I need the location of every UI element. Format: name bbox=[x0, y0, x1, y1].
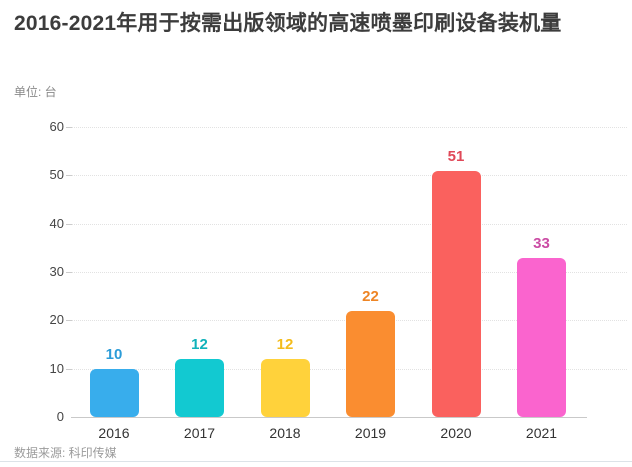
y-tick-10 bbox=[66, 368, 72, 370]
value-label-2016: 10 bbox=[105, 345, 123, 363]
x-axis-label-2017: 2017 bbox=[183, 425, 216, 441]
y-tick-60 bbox=[66, 127, 72, 128]
bar-2019 bbox=[346, 310, 395, 417]
bar-2016 bbox=[89, 368, 139, 417]
gridline-60 bbox=[71, 127, 627, 128]
value-label-2018: 12 bbox=[276, 336, 294, 353]
y-axis-label-0: 0 bbox=[56, 409, 64, 424]
x-axis-label-2021: 2021 bbox=[525, 425, 558, 441]
y-tick-30 bbox=[66, 272, 72, 273]
y-tick-40 bbox=[66, 223, 72, 225]
x-axis-label-2020: 2020 bbox=[440, 425, 472, 441]
value-label-2017: 12 bbox=[191, 336, 208, 353]
y-axis-label-20: 20 bbox=[49, 312, 64, 328]
gridline-30 bbox=[71, 272, 627, 273]
gridline-40 bbox=[71, 223, 627, 225]
y-tick-50 bbox=[66, 175, 72, 177]
y-axis-label-50: 50 bbox=[49, 167, 64, 183]
y-axis-label-10: 10 bbox=[49, 360, 64, 376]
bottom-divider bbox=[0, 461, 632, 462]
value-label-2019: 22 bbox=[362, 287, 379, 305]
value-label-2021: 33 bbox=[533, 234, 550, 252]
chart-title: 2016-2021年用于按需出版领域的高速喷墨印刷设备装机量 bbox=[14, 12, 562, 35]
bar-2017 bbox=[175, 359, 224, 417]
bar-2018 bbox=[260, 359, 310, 417]
y-axis-label-30: 30 bbox=[49, 264, 64, 279]
x-axis-line bbox=[71, 417, 587, 418]
y-axis-label-40: 40 bbox=[49, 215, 64, 231]
gridline-50 bbox=[71, 175, 627, 177]
x-axis-label-2018: 2018 bbox=[269, 425, 301, 441]
x-axis-label-2019: 2019 bbox=[354, 425, 387, 441]
bar-2021 bbox=[517, 257, 566, 417]
y-axis-label-60: 60 bbox=[49, 119, 64, 134]
unit-label: 单位: 台 bbox=[14, 85, 57, 99]
y-tick-20 bbox=[66, 320, 72, 322]
bar-2020 bbox=[431, 170, 481, 417]
data-source-label: 数据来源: 科印传媒 bbox=[14, 446, 117, 460]
x-axis-label-2016: 2016 bbox=[98, 425, 130, 441]
value-label-2020: 51 bbox=[447, 147, 465, 165]
